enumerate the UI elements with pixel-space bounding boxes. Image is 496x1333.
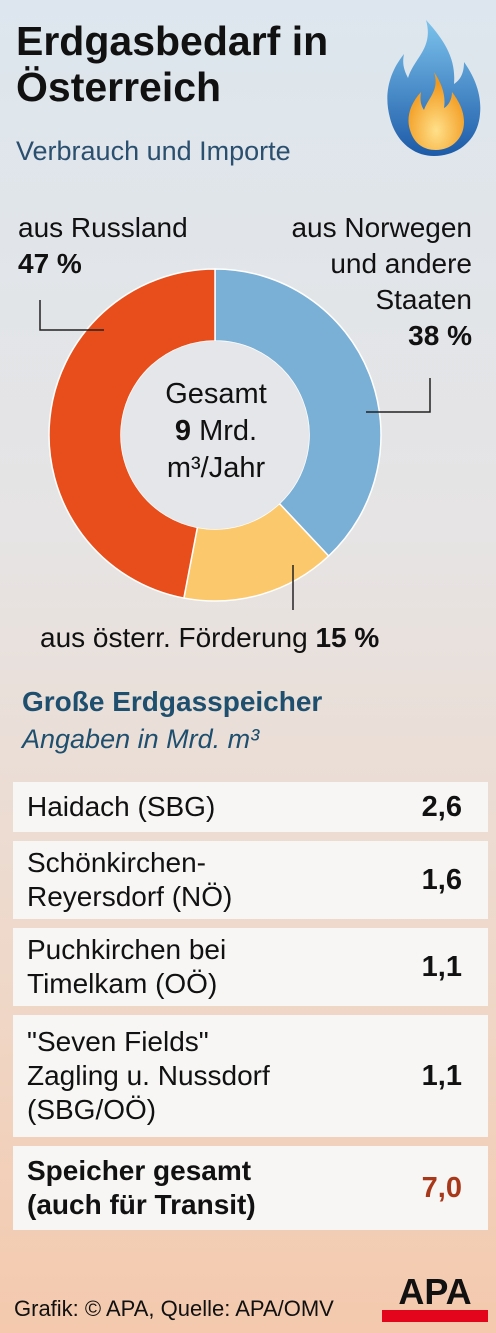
center-value: 9 [174,415,192,447]
donut-chart [39,268,431,610]
leader-line-russland [39,300,104,331]
slice-label-norwegen: aus Norwegen und andere Staaten 38 % [291,210,472,354]
center-line-1: Gesamt [165,378,267,410]
storage-name: "Seven Fields" Zagling u. Nussdorf (SBG/… [27,1025,270,1127]
storage-total-value: 7,0 [421,1172,462,1204]
slice-label-foerderung-name: aus österr. Förderung [40,622,308,653]
slice-value-norwegen: 38 % [408,320,472,351]
table-row: Puchkirchen bei Timelkam (OÖ) 1,1 [13,928,488,1006]
slice-label-norwegen-line-2: und andere [330,248,472,279]
apa-logo-text: APA [398,1272,471,1312]
slice-label-norwegen-line-3: Staaten [375,284,472,315]
storage-name-line: Haidach (SBG) [27,791,216,822]
slice-label-russland: aus Russland 47 % [18,210,188,282]
table-row: Haidach (SBG) 2,6 [13,782,488,832]
slice-value-foerderung: 15 % [315,622,380,653]
slice-label-norwegen-line-1: aus Norwegen [291,212,472,243]
storage-value: 1,6 [421,864,462,896]
storage-value: 1,1 [421,1060,462,1092]
slice-label-russland-name: aus Russland [18,212,188,243]
storage-total-name: Speicher gesamt (auch für Transit) [27,1154,256,1222]
slice-label-foerderung: aus österr. Förderung 15 % [40,620,379,656]
leader-line-norwegen [366,378,431,413]
source-credit: Grafik: © APA, Quelle: APA/OMV [14,1296,334,1321]
storage-table: Haidach (SBG) 2,6 Schönkirchen- Reyersdo… [13,782,488,1239]
storage-name-line: (SBG/OÖ) [27,1094,157,1125]
flame-icon [387,20,481,156]
storage-value: 2,6 [421,791,462,823]
donut-hole [121,341,309,529]
table-row-total: Speicher gesamt (auch für Transit) 7,0 [13,1146,488,1230]
title-line-2: Österreich [16,64,222,110]
storage-name: Puchkirchen bei Timelkam (OÖ) [27,933,226,1001]
storage-section-title: Große Erdgasspeicher [22,686,323,717]
table-row: "Seven Fields" Zagling u. Nussdorf (SBG/… [13,1015,488,1137]
storage-value: 1,1 [421,951,462,983]
slice-value-russland: 47 % [18,248,82,279]
center-line-3: m³/Jahr [166,452,266,484]
storage-name-line: "Seven Fields" [27,1026,209,1057]
storage-name: Schönkirchen- Reyersdorf (NÖ) [27,846,232,914]
storage-total-name-line: (auch für Transit) [27,1189,256,1220]
storage-name-line: Timelkam (OÖ) [27,968,218,999]
storage-name-line: Schönkirchen- [27,847,206,878]
storage-name: Haidach (SBG) [27,790,215,824]
center-unit: Mrd. [199,415,258,447]
title-line-1: Erdgasbedarf in [16,18,329,64]
apa-logo-bar [382,1310,488,1322]
storage-name-line: Reyersdorf (NÖ) [27,881,233,912]
apa-logo: APA [382,1272,488,1322]
storage-name-line: Puchkirchen bei [27,934,227,965]
storage-section-subtitle: Angaben in Mrd. m³ [22,724,260,754]
storage-name-line: Zagling u. Nussdorf [27,1060,270,1091]
storage-total-name-line: Speicher gesamt [27,1155,252,1186]
donut-center-label: Gesamt 9 Mrd. m³/Jahr [136,376,296,487]
page-title: Erdgasbedarf in Österreich [16,18,396,110]
table-row: Schönkirchen- Reyersdorf (NÖ) 1,6 [13,841,488,919]
page-subtitle: Verbrauch und Importe [16,136,291,166]
